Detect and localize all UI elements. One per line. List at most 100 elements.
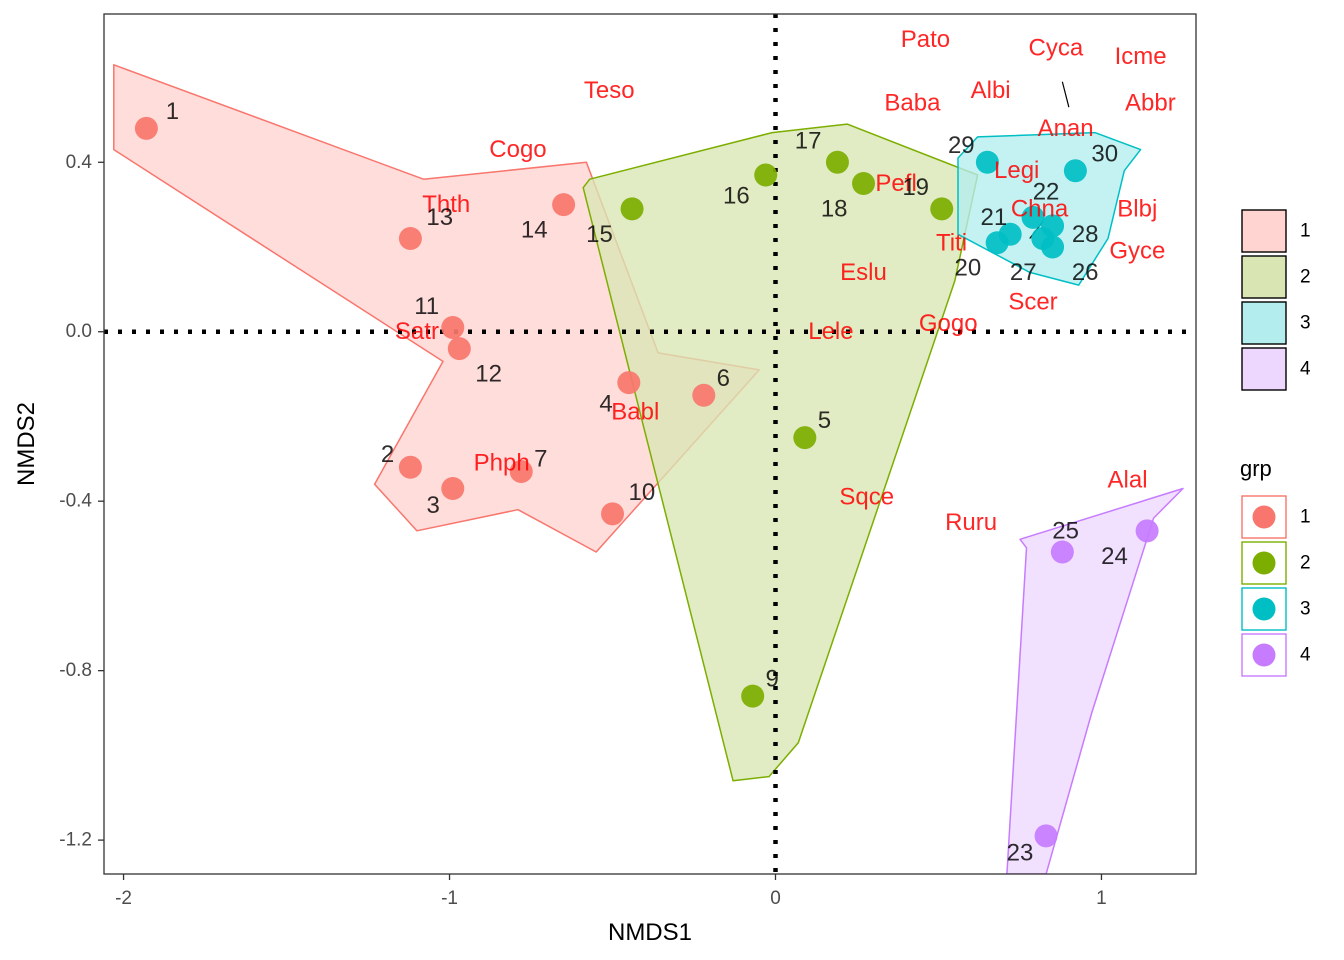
y-tick-label-3: 0.0	[66, 321, 92, 342]
site-label-17: 17	[795, 128, 822, 155]
fill-legend-label-1: 1	[1300, 221, 1311, 242]
species-label-gogo: Gogo	[919, 310, 978, 337]
site-label-6: 6	[717, 365, 730, 392]
site-label-2: 2	[381, 441, 394, 468]
site-label-23: 23	[1007, 839, 1034, 866]
x-tick-label-2: 0	[770, 888, 781, 909]
point-legend: grp 1 2 3 4	[1240, 456, 1311, 677]
site-label-7: 7	[534, 445, 547, 472]
fill-legend-swatch-3	[1241, 301, 1287, 345]
site-label-18: 18	[821, 195, 848, 222]
site-point-28	[1041, 214, 1065, 238]
species-labels: Pato Cyca Icme Teso Albi Baba Abbr Anan Cogo Legi…	[395, 26, 1176, 536]
y-tick-label-2: -0.4	[59, 491, 92, 512]
site-point-25	[1050, 540, 1074, 564]
species-label-sqce: Sqce	[839, 483, 894, 510]
species-label-babl: Babl	[611, 399, 659, 426]
site-label-11: 11	[414, 293, 439, 320]
site-label-24: 24	[1101, 543, 1128, 570]
hull-group-1	[113, 64, 760, 553]
fill-legend-label-4: 4	[1300, 359, 1311, 380]
site-label-30: 30	[1091, 140, 1118, 167]
site-point-11	[441, 315, 465, 339]
site-label-20: 20	[954, 255, 981, 282]
site-point-24	[1135, 519, 1159, 543]
fill-legend-swatch-4	[1241, 347, 1287, 391]
site-point-13	[398, 227, 422, 251]
site-point-1	[134, 116, 158, 140]
site-label-27: 27	[1010, 259, 1037, 286]
species-label-pefl: Pefl	[875, 170, 916, 197]
species-label-legi: Legi	[994, 157, 1039, 184]
site-label-28: 28	[1072, 221, 1099, 248]
species-label-titi: Titi	[936, 229, 967, 256]
x-tick-label-0: -2	[115, 888, 132, 909]
y-axis-title: NMDS2	[13, 402, 40, 486]
site-point-2	[398, 455, 422, 479]
site-label-1: 1	[166, 98, 179, 125]
species-label-abbr: Abbr	[1125, 89, 1176, 116]
species-label-scer: Scer	[1008, 289, 1057, 316]
y-tick-label-0: -1.2	[59, 830, 92, 851]
site-point-17	[825, 150, 849, 174]
site-label-21: 21	[981, 204, 1008, 231]
site-points	[134, 116, 1159, 848]
site-point-23	[1034, 824, 1058, 848]
species-label-gyce: Gyce	[1109, 238, 1165, 265]
point-legend-dot-4	[1252, 643, 1276, 667]
site-point-16	[754, 163, 778, 187]
site-label-26: 26	[1072, 259, 1099, 286]
species-label-anan: Anan	[1038, 115, 1094, 142]
species-label-alal: Alal	[1108, 467, 1148, 494]
species-label-satr: Satr	[395, 318, 439, 345]
site-label-29: 29	[948, 132, 975, 159]
site-point-10	[601, 502, 625, 526]
x-axis-title: NMDS1	[608, 919, 692, 946]
site-label-16: 16	[723, 183, 750, 210]
species-label-icme: Icme	[1115, 43, 1167, 70]
site-point-6	[692, 383, 716, 407]
fill-legend-label-2: 2	[1300, 267, 1311, 288]
species-label-lele: Lele	[808, 318, 853, 345]
site-point-19	[930, 197, 954, 221]
x-tick-label-3: 1	[1096, 888, 1107, 909]
site-point-29	[975, 150, 999, 174]
site-point-15	[620, 197, 644, 221]
leader-line-1	[1061, 81, 1070, 108]
site-label-5: 5	[818, 407, 831, 434]
plot-area: Pato Cyca Icme Teso Albi Baba Abbr Anan Cogo Legi…	[104, 14, 1196, 874]
site-point-21	[998, 222, 1022, 246]
species-label-blbj: Blbj	[1117, 195, 1157, 222]
site-label-14: 14	[521, 217, 548, 244]
site-point-22	[1021, 205, 1045, 229]
site-label-12: 12	[475, 361, 502, 388]
site-point-12	[447, 337, 471, 361]
site-label-9: 9	[766, 666, 779, 693]
point-legend-label-3: 3	[1300, 599, 1311, 620]
site-label-4: 4	[599, 390, 612, 417]
y-tick-label-4: 0.4	[66, 152, 93, 173]
site-point-14	[552, 193, 576, 217]
site-point-7	[509, 460, 533, 484]
point-legend-dot-3	[1252, 597, 1276, 621]
site-label-13: 13	[426, 204, 453, 231]
site-label-19: 19	[902, 174, 929, 201]
species-label-chna: Chna	[1011, 195, 1069, 222]
species-label-ruru: Ruru	[945, 509, 997, 536]
group-hulls	[113, 64, 1184, 874]
site-point-3	[441, 476, 465, 500]
site-point-9	[741, 684, 765, 708]
fill-legend-swatch-1	[1241, 209, 1287, 253]
species-label-albi: Albi	[971, 77, 1011, 104]
y-tick-label-1: -0.8	[59, 660, 92, 681]
species-label-cogo: Cogo	[489, 136, 546, 163]
species-label-teso: Teso	[584, 77, 635, 104]
site-label-15: 15	[586, 221, 613, 248]
species-label-pato: Pato	[901, 26, 950, 53]
plot-panel-border	[103, 13, 1197, 875]
site-point-18	[852, 171, 876, 195]
point-legend-label-1: 1	[1300, 507, 1311, 528]
point-legend-label-4: 4	[1300, 645, 1311, 666]
